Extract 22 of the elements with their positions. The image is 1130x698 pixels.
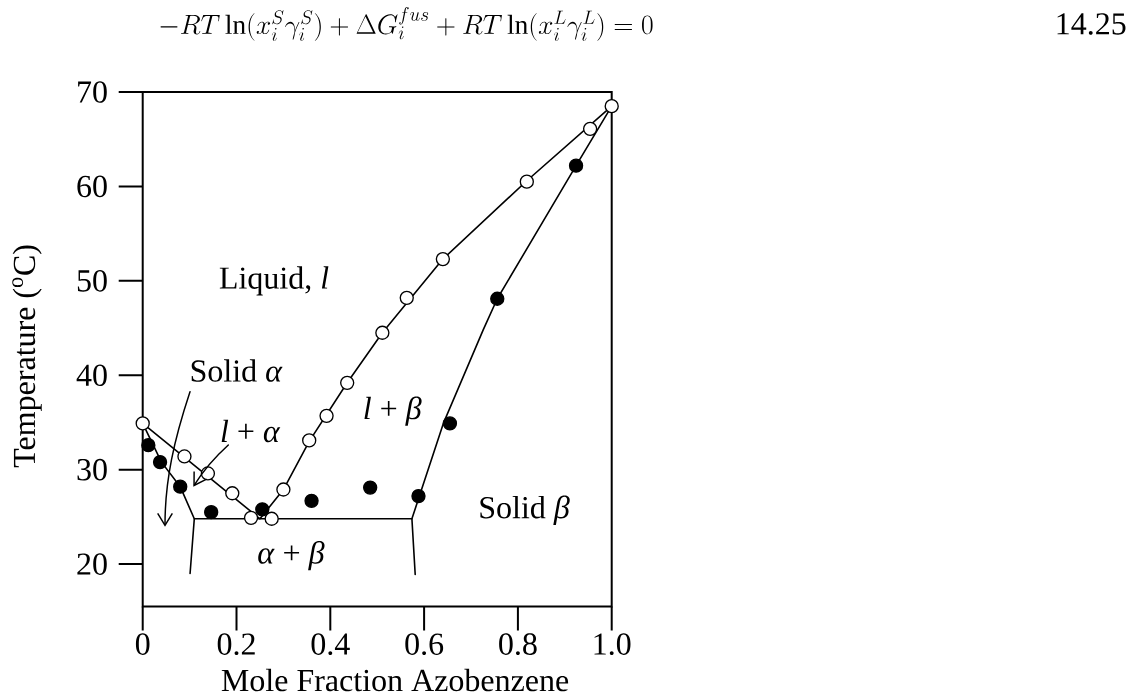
annotation: Solid β xyxy=(480,495,570,525)
annotation: Liquid, l xyxy=(219,266,329,296)
y-tick-label: 60 xyxy=(77,175,107,198)
y-axis-title: Temperature ($^{o}$C) xyxy=(12,245,42,468)
annotation: α + β xyxy=(258,540,325,571)
text: 14.25 xyxy=(1057,13,1126,35)
y-tick-label: 30 xyxy=(77,458,107,481)
y-tick-label: 70 xyxy=(78,81,107,103)
x-tick-label: 1.0 xyxy=(594,633,631,656)
text: $-RT\ln(x_i^S\gamma_i^S) + \Delta G_i^{fus} + RT\ln(x_i^L\gamma_i^L) = 0$ xyxy=(160,7,653,41)
x-tick-label: 0.2 xyxy=(217,633,255,656)
annotation: l + α xyxy=(221,419,281,443)
x-tick-label: 0.6 xyxy=(405,633,444,656)
annotation: Solid α xyxy=(191,359,283,382)
x-tick-label: 0.8 xyxy=(499,633,537,656)
y-tick-label: 50 xyxy=(77,270,107,292)
x-tick-label: 0 xyxy=(135,633,150,655)
y-tick-label: 40 xyxy=(76,364,107,387)
annotation: l + β xyxy=(364,396,422,426)
x-axis-title: Mole Fraction Azobenzene xyxy=(221,668,569,692)
y-tick-label: 20 xyxy=(77,553,107,575)
x-tick-label: 0.4 xyxy=(311,633,350,656)
